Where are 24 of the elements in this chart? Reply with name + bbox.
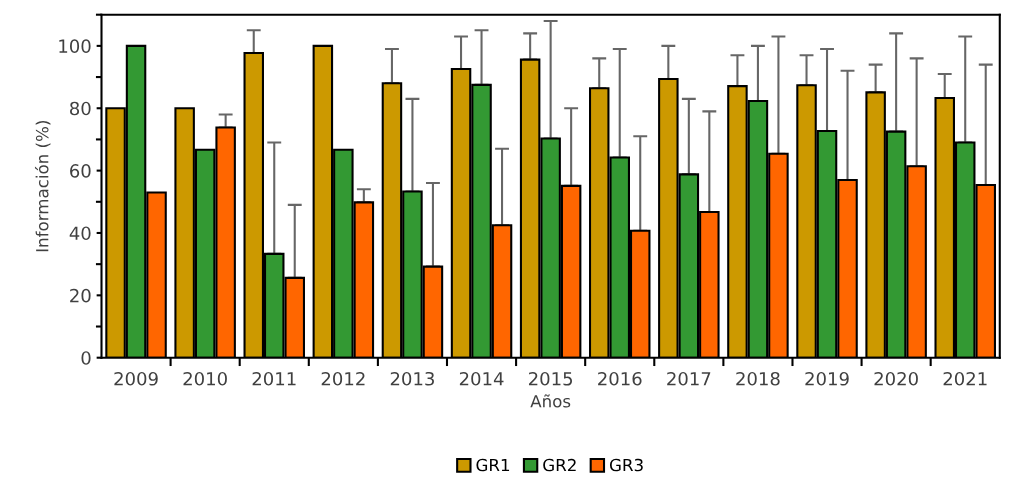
- x-tick-label: 2019: [805, 371, 849, 386]
- x-tick-label: 2015: [528, 371, 573, 386]
- x-tick-label: 2011: [252, 371, 296, 386]
- y-tick-label: 40: [69, 226, 91, 241]
- x-tick-label: 2021: [943, 371, 987, 386]
- y-tick-label: 20: [70, 288, 91, 303]
- y-tick-label: 60: [70, 164, 91, 178]
- legend-label: GR2: [543, 458, 576, 472]
- x-tick-label: 2009: [114, 371, 158, 386]
- x-tick-label: 2017: [667, 371, 711, 386]
- x-tick-label: 2016: [598, 371, 642, 386]
- x-tick-label: 2014: [459, 371, 504, 386]
- x-tick-label: 2013: [390, 371, 434, 386]
- y-axis-title: Información (%): [34, 121, 51, 252]
- y-tick-label: 80: [70, 101, 91, 116]
- x-tick-label: 2018: [736, 371, 780, 386]
- x-tick-label: 2010: [183, 371, 227, 386]
- y-tick-label: 0: [81, 351, 91, 365]
- x-tick-label: 2020: [874, 371, 918, 386]
- legend-label: GR1: [476, 458, 510, 472]
- y-tick-label: 100: [59, 39, 91, 53]
- x-tick-label: 2012: [321, 371, 365, 386]
- legend-label: GR3: [609, 458, 643, 472]
- x-axis-title: Años: [530, 394, 571, 408]
